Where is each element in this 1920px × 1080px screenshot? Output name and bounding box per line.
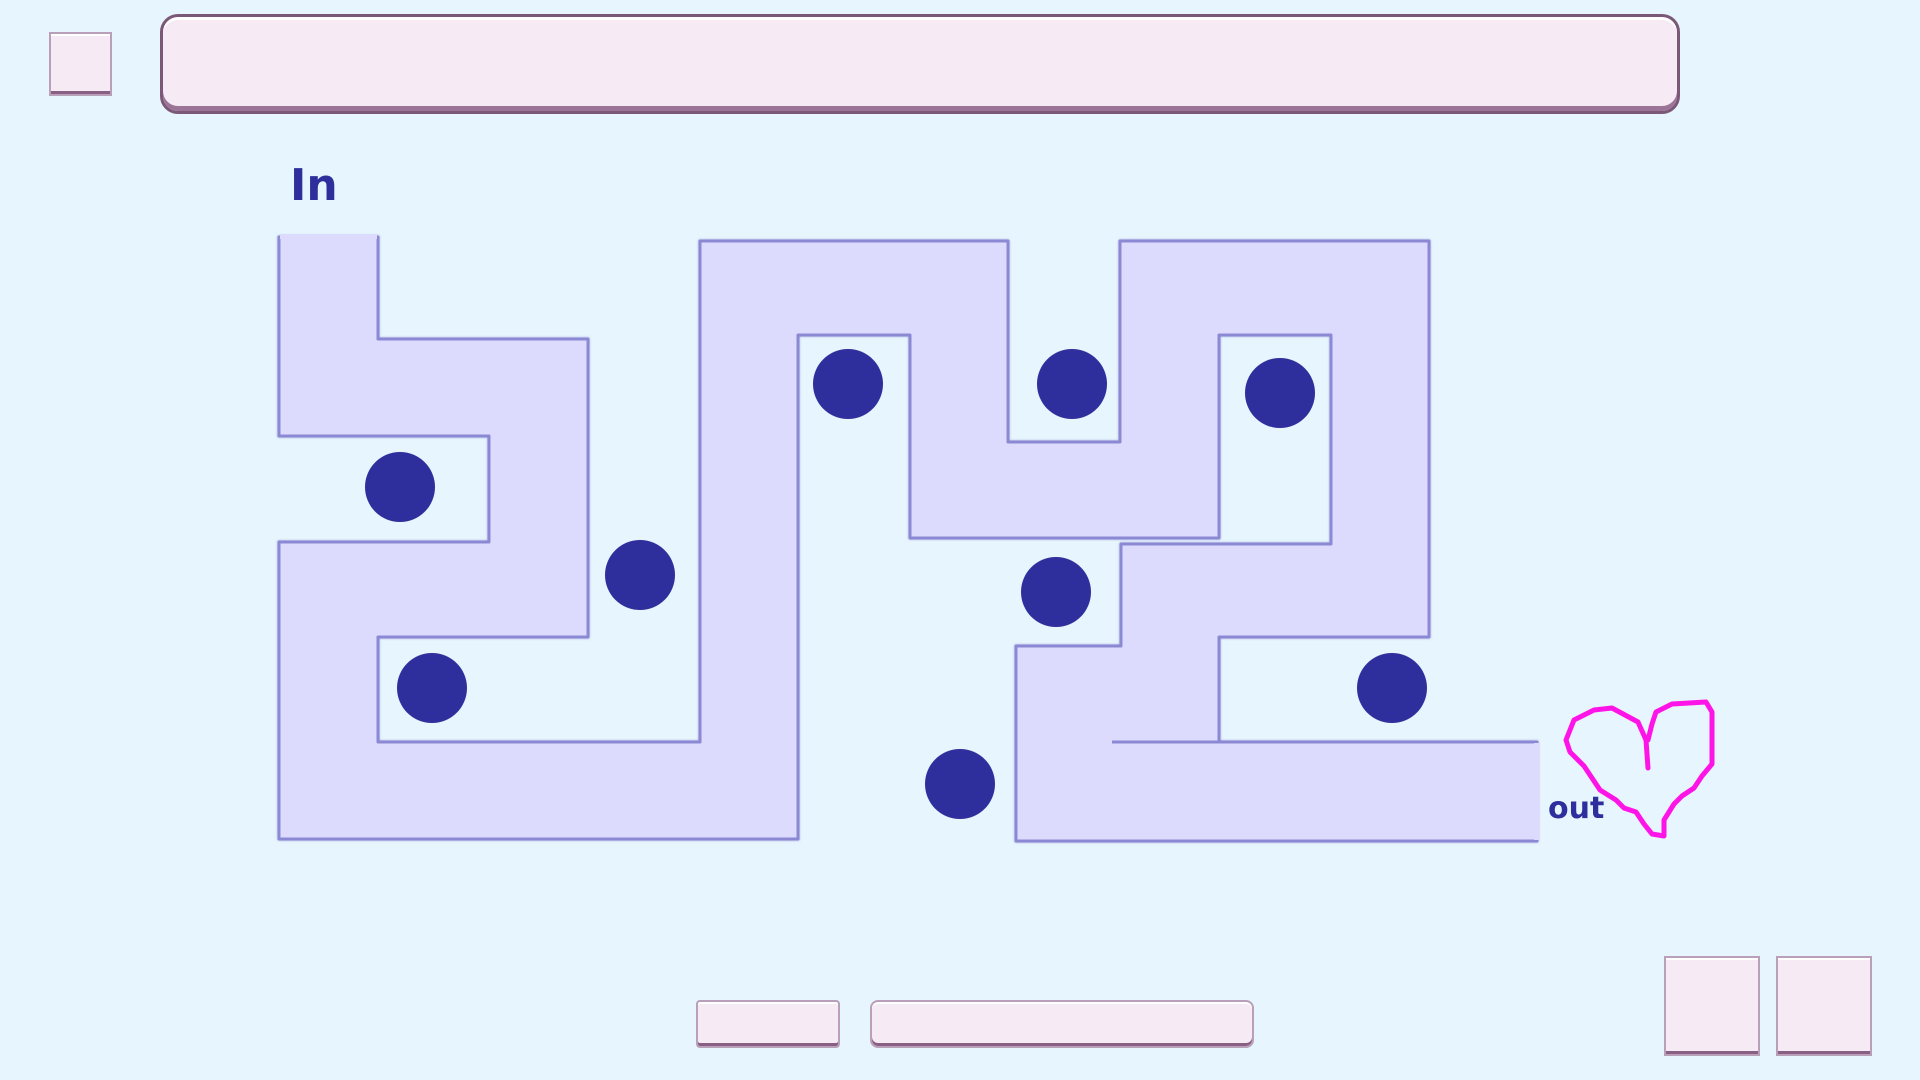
corner-button-left[interactable] xyxy=(1664,956,1760,1056)
maze-path-left xyxy=(277,235,1539,843)
ball xyxy=(1245,358,1315,428)
entrance-label: In xyxy=(290,160,338,211)
maze-entrance xyxy=(280,234,377,239)
ball xyxy=(1021,557,1091,627)
maze-exit xyxy=(1534,743,1540,840)
balls xyxy=(365,349,1427,819)
ball xyxy=(813,349,883,419)
top-title-bar xyxy=(160,14,1680,114)
menu-button[interactable] xyxy=(49,32,112,96)
ball xyxy=(925,749,995,819)
bottom-button-wide[interactable] xyxy=(870,1000,1254,1048)
ball xyxy=(365,452,435,522)
ball xyxy=(397,653,467,723)
ball xyxy=(1357,653,1427,723)
ball xyxy=(605,540,675,610)
corner-button-right[interactable] xyxy=(1776,956,1872,1056)
ball xyxy=(1037,349,1107,419)
maze-path xyxy=(277,235,1539,843)
exit-label: out xyxy=(1548,791,1604,826)
heart-doodle-icon xyxy=(1563,699,1715,839)
bottom-button-left[interactable] xyxy=(696,1000,840,1048)
